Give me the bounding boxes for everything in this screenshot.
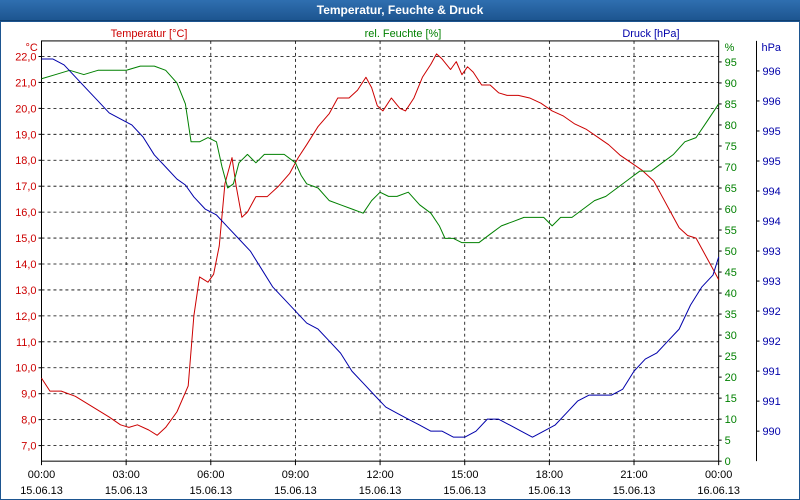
humidity-tick-label: 95 <box>725 57 737 69</box>
pressure-tick-label: 993 <box>762 246 780 258</box>
time-tick-label: 12:00 <box>366 469 393 481</box>
date-tick-label: 15.06.13 <box>190 485 233 497</box>
pressure-tick-label: 991 <box>762 396 780 408</box>
humidity-tick-label: 50 <box>725 246 737 258</box>
legend-temperature: Temperatur [°C] <box>111 28 188 40</box>
temperature-tick-label: 12,0 <box>15 311 36 323</box>
temperature-tick-label: 20,0 <box>15 103 36 115</box>
time-tick-label: 15:00 <box>451 469 478 481</box>
temperature-tick-label: 19,0 <box>15 129 36 141</box>
pressure-tick-label: 990 <box>762 426 780 438</box>
time-tick-label: 06:00 <box>197 469 224 481</box>
humidity-axis: 0 5 10 15 20 25 30 35 40 45 50 55 60 65 70 75 80 85 90 95 <box>718 57 737 468</box>
humidity-tick-label: 40 <box>725 288 737 300</box>
temperature-tick-label: 14,0 <box>15 259 36 271</box>
time-tick-label: 21:00 <box>620 469 647 481</box>
humidity-tick-label: 80 <box>725 120 737 132</box>
temperature-unit: °C <box>26 42 38 54</box>
humidity-tick-label: 45 <box>725 267 737 279</box>
time-tick-label: 00:00 <box>28 469 55 481</box>
humidity-tick-label: 70 <box>725 162 737 174</box>
date-tick-label: 15.06.13 <box>274 485 317 497</box>
humidity-tick-label: 90 <box>725 78 737 90</box>
temperature-tick-label: 18,0 <box>15 155 36 167</box>
humidity-tick-label: 25 <box>725 351 737 363</box>
pressure-tick-label: 994 <box>762 186 780 198</box>
series-line-pressure <box>41 58 720 438</box>
temperature-tick-label: 9,0 <box>21 389 36 401</box>
pressure-tick-label: 995 <box>762 156 780 168</box>
time-tick-label: 18:00 <box>536 469 563 481</box>
humidity-tick-label: 75 <box>725 141 737 153</box>
pressure-axis: 990 991 991 992 992 993 993 994 994 995 995 996 996 <box>756 40 781 462</box>
temperature-tick-label: 11,0 <box>16 337 36 349</box>
pressure-tick-label: 992 <box>762 306 780 318</box>
humidity-tick-label: 55 <box>725 225 737 237</box>
chart-title: Temperatur, Feuchte & Druck <box>0 0 800 21</box>
temperature-tick-label: 21,0 <box>15 77 36 89</box>
chart-background <box>1 22 799 499</box>
pressure-tick-label: 994 <box>762 216 780 228</box>
legend-pressure: Druck [hPa] <box>622 28 679 40</box>
pressure-unit: hPa <box>761 42 781 54</box>
humidity-tick-label: 30 <box>725 330 737 342</box>
humidity-tick-label: 10 <box>725 414 737 426</box>
pressure-tick-label: 996 <box>762 96 780 108</box>
date-tick-label: 15.06.13 <box>613 485 656 497</box>
pressure-tick-label: 995 <box>762 126 780 138</box>
humidity-tick-label: 5 <box>725 435 731 447</box>
pressure-tick-label: 993 <box>762 276 780 288</box>
grid <box>41 40 719 462</box>
series-lines <box>41 53 720 438</box>
temperature-tick-label: 15,0 <box>15 233 36 245</box>
temperature-axis: 7,0 8,0 9,0 10,0 11,0 12,0 13,0 14,0 15,0 16,0 17,… <box>15 51 42 453</box>
temperature-tick-label: 7,0 <box>21 441 36 453</box>
time-tick-label: 03:00 <box>112 469 139 481</box>
time-tick-label: 00:00 <box>705 469 732 481</box>
date-tick-label: 16.06.13 <box>697 485 740 497</box>
series-line-temperature <box>41 53 720 436</box>
humidity-tick-label: 85 <box>725 99 737 111</box>
temperature-tick-label: 13,0 <box>15 285 36 297</box>
humidity-tick-label: 20 <box>725 372 737 384</box>
pressure-tick-label: 992 <box>762 336 780 348</box>
date-tick-label: 15.06.13 <box>443 485 486 497</box>
time-axis: 00:00 15.06.13 03:00 15.06.13 06:00 15.06.13 0… <box>20 461 740 497</box>
temperature-tick-label: 22,0 <box>15 51 36 63</box>
date-tick-label: 15.06.13 <box>528 485 571 497</box>
temperature-tick-label: 17,0 <box>15 181 36 193</box>
temperature-tick-label: 8,0 <box>21 415 36 427</box>
time-tick-label: 09:00 <box>282 469 309 481</box>
pressure-tick-label: 991 <box>762 366 780 378</box>
date-tick-label: 15.06.13 <box>20 485 63 497</box>
humidity-unit: % <box>725 42 735 54</box>
series-line-humidity <box>41 65 720 244</box>
date-tick-label: 15.06.13 <box>359 485 402 497</box>
humidity-tick-label: 35 <box>725 309 737 321</box>
humidity-tick-label: 15 <box>725 393 737 405</box>
humidity-tick-label: 60 <box>725 204 737 216</box>
pressure-tick-label: 996 <box>762 66 780 78</box>
weather-chart: Temperatur [°C] rel. Feuchte [%] Druck [… <box>0 21 800 500</box>
humidity-tick-label: 65 <box>725 183 737 195</box>
temperature-tick-label: 16,0 <box>15 207 36 219</box>
date-tick-label: 15.06.13 <box>105 485 148 497</box>
legend-humidity: rel. Feuchte [%] <box>365 28 442 40</box>
temperature-tick-label: 10,0 <box>15 363 36 375</box>
humidity-tick-label: 0 <box>725 456 731 468</box>
